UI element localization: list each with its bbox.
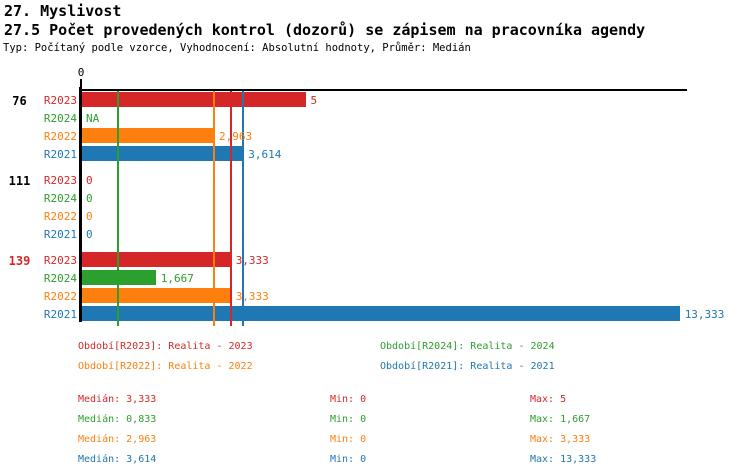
- x-axis-tick-label: 0: [77, 66, 85, 79]
- stat-min-r2021: Min: 0: [330, 454, 367, 465]
- stat-min-r2023: Min: 0: [330, 394, 367, 405]
- bar-r2022: [81, 128, 214, 143]
- x-axis-line: [79, 89, 687, 91]
- median-line-r2021: [242, 90, 245, 326]
- series-row-label: R2023: [43, 254, 77, 267]
- bar-value-label: 3,333: [235, 290, 269, 303]
- stat-median-r2021: Medián: 3,614: [78, 454, 157, 465]
- bar-value-label: 2,963: [219, 130, 253, 143]
- stat-median-r2024: Medián: 0,833: [78, 414, 157, 425]
- legend-item-r2022: Období[R2022]: Realita - 2022: [78, 361, 253, 372]
- stat-max-r2023: Max: 5: [530, 394, 567, 405]
- median-line-r2022: [213, 90, 215, 326]
- group-label: 139: [8, 254, 31, 268]
- bar-r2021: [81, 146, 244, 161]
- stat-max-r2022: Max: 3,333: [530, 434, 591, 445]
- group-label: 111: [8, 174, 31, 188]
- page-title: 27. Myslivost: [4, 2, 122, 20]
- chart-subtitle: 27.5 Počet provedených kontrol (dozorů) …: [4, 21, 646, 39]
- stat-min-r2022: Min: 0: [330, 434, 367, 445]
- series-row-label: R2023: [43, 174, 77, 187]
- stat-median-r2022: Medián: 2,963: [78, 434, 157, 445]
- series-row-label: R2022: [43, 290, 77, 303]
- stat-max-r2024: Max: 1,667: [530, 414, 591, 425]
- x-axis-tick: [80, 79, 82, 89]
- median-line-r2024: [117, 90, 120, 326]
- bar-value-label: 0: [86, 174, 93, 187]
- series-row-label: R2023: [43, 94, 77, 107]
- bar-value-label: 3,614: [248, 148, 282, 161]
- series-row-label: R2021: [43, 228, 77, 241]
- y-axis-line: [79, 87, 82, 322]
- bar-r2022: [81, 288, 231, 303]
- group-label: 76: [12, 94, 27, 108]
- series-row-label: R2021: [43, 148, 77, 161]
- series-row-label: R2022: [43, 130, 77, 143]
- bar-r2021: [81, 306, 680, 321]
- bar-r2023: [81, 252, 231, 267]
- bar-value-label: NA: [86, 112, 100, 125]
- bar-value-label: 0: [86, 228, 93, 241]
- bar-value-label: 1,667: [160, 272, 194, 285]
- legend-item-r2023: Období[R2023]: Realita - 2023: [78, 341, 253, 352]
- stat-median-r2023: Medián: 3,333: [78, 394, 157, 405]
- bar-value-label: 13,333: [684, 308, 725, 321]
- bar-value-label: 0: [86, 192, 93, 205]
- bar-value-label: 3,333: [235, 254, 269, 267]
- series-row-label: R2024: [43, 192, 77, 205]
- bar-r2023: [81, 92, 306, 107]
- series-row-label: R2024: [43, 272, 77, 285]
- legend-item-r2024: Období[R2024]: Realita - 2024: [380, 341, 555, 352]
- bar-value-label: 0: [86, 210, 93, 223]
- legend-item-r2021: Období[R2021]: Realita - 2021: [380, 361, 555, 372]
- series-row-label: R2021: [43, 308, 77, 321]
- median-line-r2023: [229, 90, 232, 326]
- stat-min-r2024: Min: 0: [330, 414, 367, 425]
- stat-max-r2021: Max: 13,333: [530, 454, 597, 465]
- bar-value-label: 5: [310, 94, 318, 107]
- chart-meta-line: Typ: Počítaný podle vzorce, Vyhodnocení:…: [3, 42, 471, 54]
- series-row-label: R2024: [43, 112, 77, 125]
- series-row-label: R2022: [43, 210, 77, 223]
